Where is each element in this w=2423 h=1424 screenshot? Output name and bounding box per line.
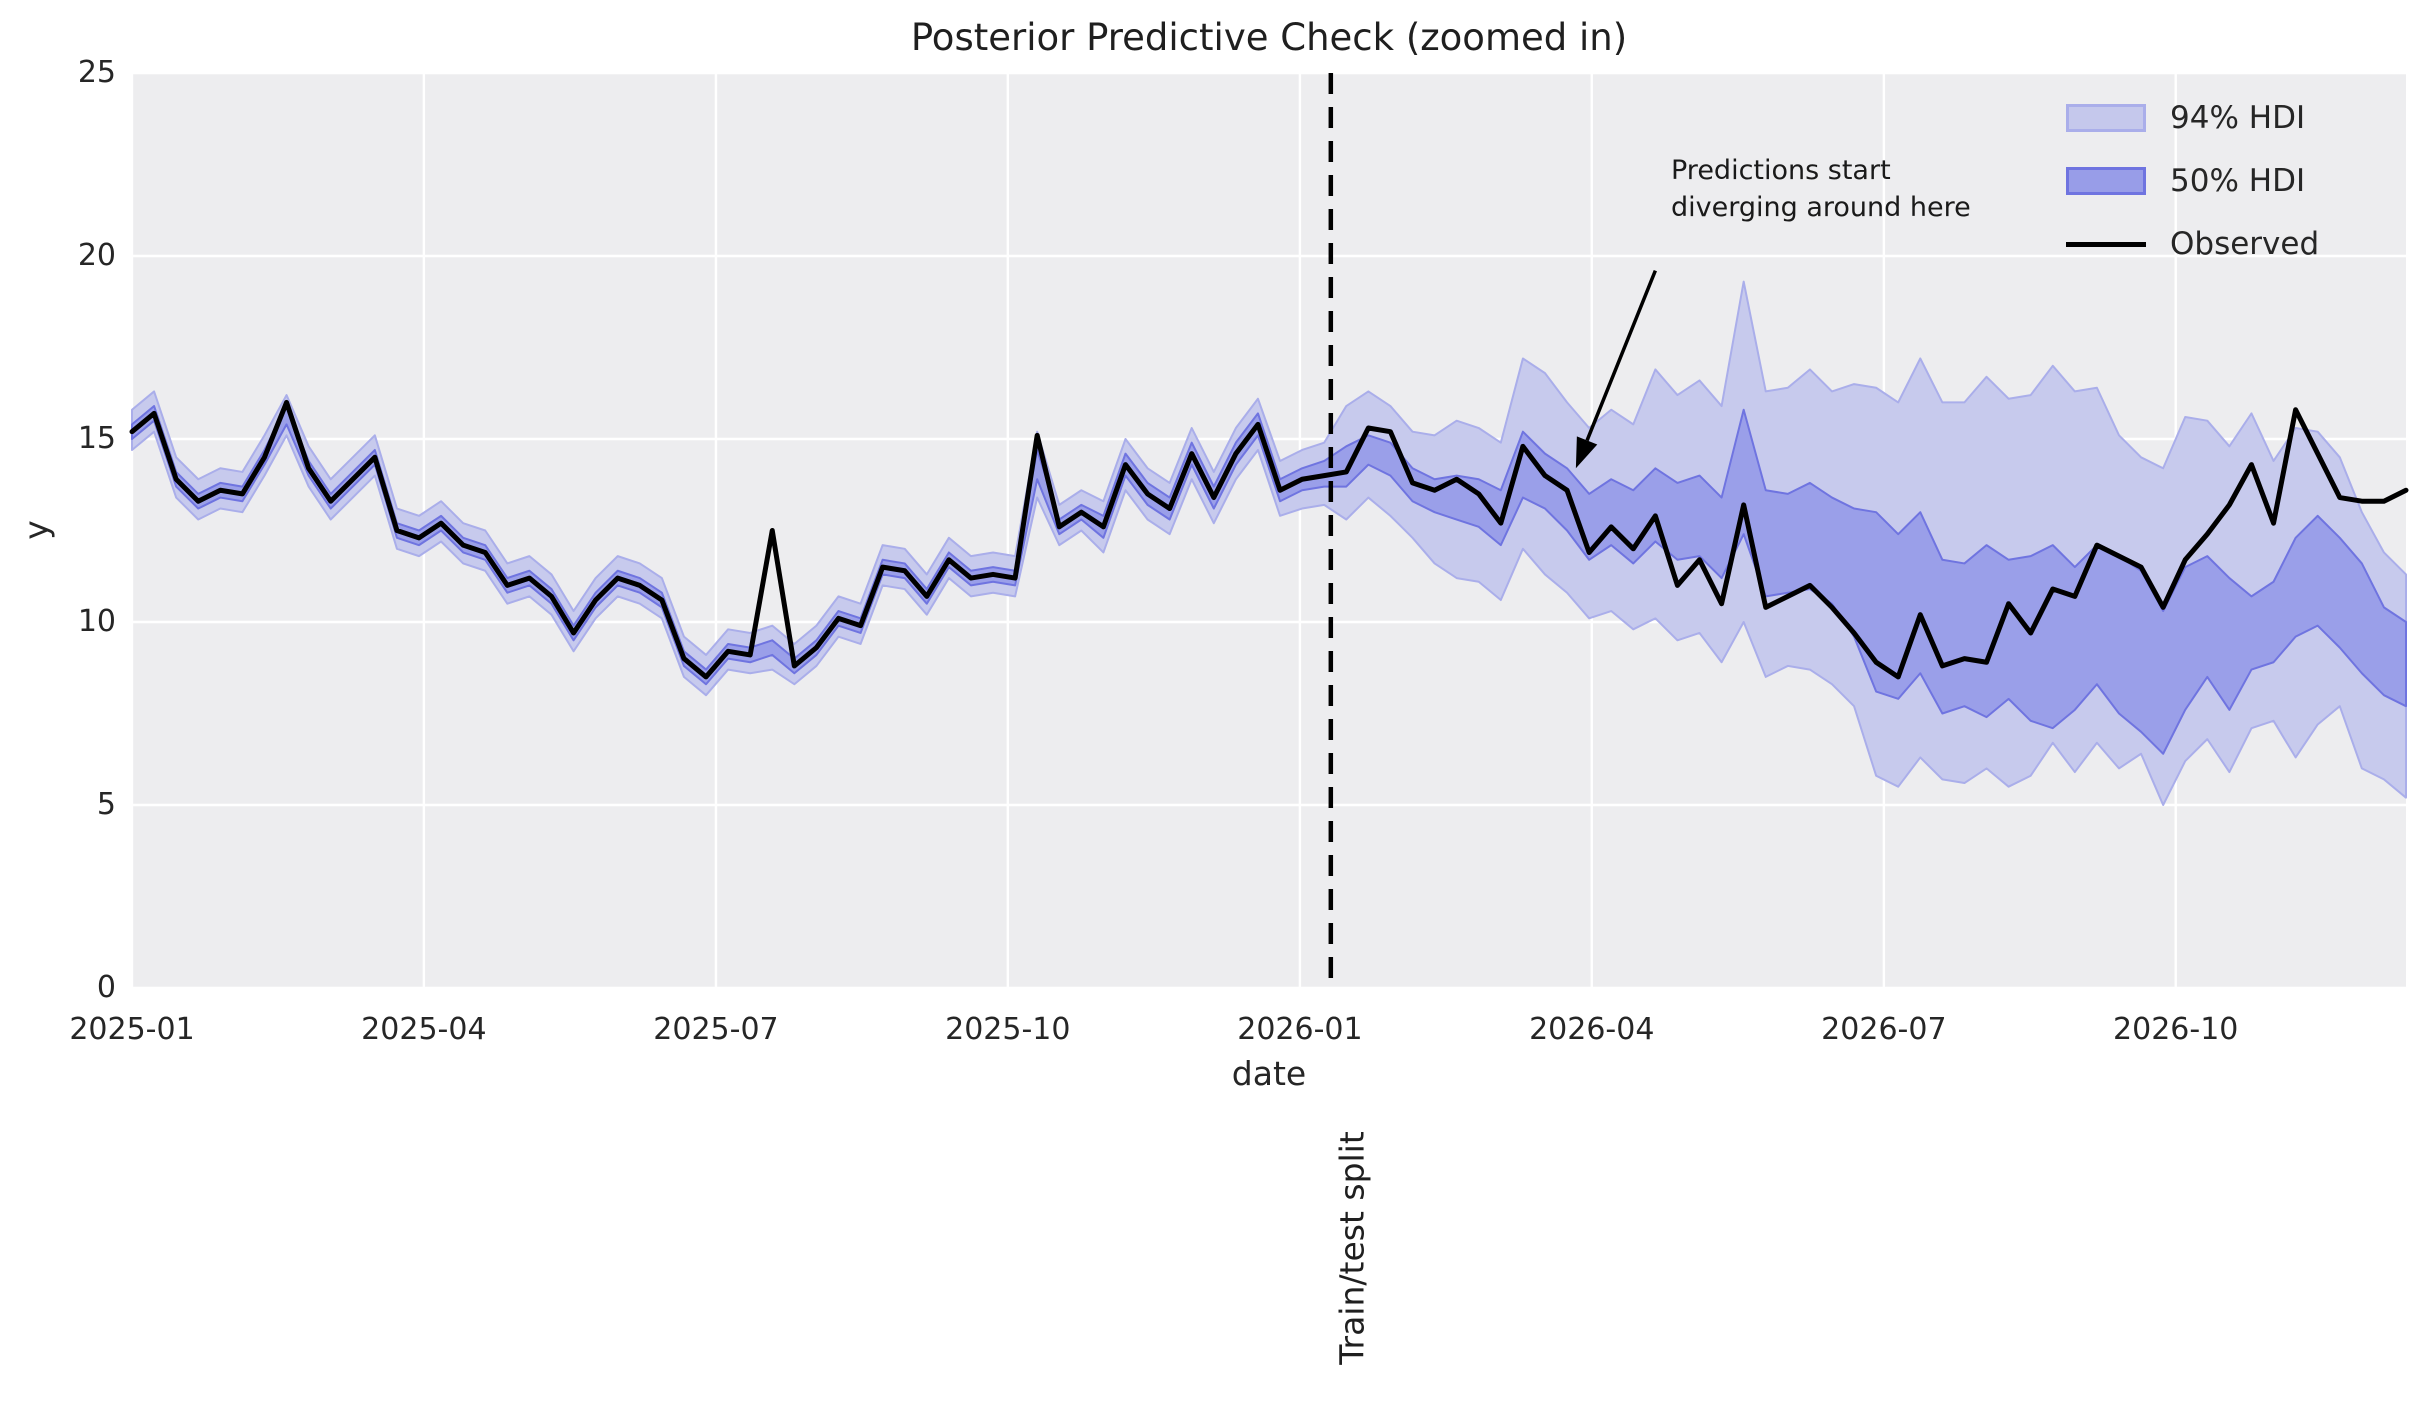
legend-label-94-hdi: 94% HDI — [2170, 100, 2306, 136]
train-test-split-label: Train/test split — [1332, 1131, 1372, 1365]
observed-line — [129, 399, 2409, 680]
legend-item-observed: Observed — [2066, 226, 2319, 262]
x-tick-label: 2026-10 — [2113, 1012, 2239, 1047]
hdi-50-band — [131, 405, 2407, 755]
y-axis-label: y — [16, 520, 56, 540]
y-tick-label: 5 — [96, 786, 116, 822]
annotation-arrow-line — [1585, 269, 1657, 442]
legend-label-50-hdi: 50% HDI — [2170, 163, 2306, 199]
annotation-arrowhead-icon — [1575, 436, 1598, 469]
diverging-annotation-text: Predictions start diverging around here — [1671, 155, 1971, 224]
observed-line-swatch-icon — [2066, 241, 2146, 247]
y-tick-label: 15 — [77, 420, 116, 456]
y-tick-label: 10 — [77, 603, 116, 639]
hdi50-swatch-icon — [2066, 167, 2146, 195]
legend-item-50-hdi: 50% HDI — [2066, 163, 2319, 199]
x-tick-label: 2025-10 — [945, 1012, 1071, 1047]
hdi94-swatch-icon — [2066, 104, 2146, 132]
chart-title: Posterior Predictive Check (zoomed in) — [910, 16, 1628, 59]
x-tick-label: 2026-07 — [1821, 1012, 1947, 1047]
x-tick-label: 2026-04 — [1529, 1012, 1655, 1047]
x-tick-label: 2025-04 — [361, 1012, 487, 1047]
x-tick-label: 2026-01 — [1237, 1012, 1363, 1047]
y-tick-label: 20 — [77, 237, 116, 273]
y-tick-label: 25 — [77, 54, 116, 90]
x-tick-label: 2025-01 — [69, 1012, 195, 1047]
x-axis-label: date — [1231, 1054, 1307, 1093]
legend-label-observed: Observed — [2170, 226, 2320, 262]
legend-item-94-hdi: 94% HDI — [2066, 100, 2319, 136]
y-tick-label: 0 — [96, 969, 116, 1005]
x-tick-label: 2025-07 — [653, 1012, 779, 1047]
legend: 94% HDI 50% HDI Observed — [2066, 100, 2319, 262]
